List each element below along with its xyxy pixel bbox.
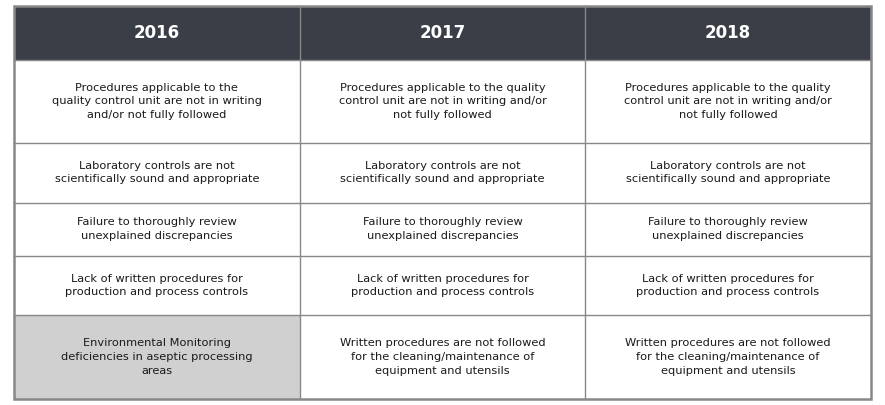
Text: Lack of written procedures for
production and process controls: Lack of written procedures for productio… (65, 274, 249, 297)
Bar (585, 256, 871, 315)
Bar (14, 256, 300, 315)
Text: 2017: 2017 (419, 24, 466, 42)
Bar (300, 202, 585, 256)
Text: Written procedures are not followed
for the cleaning/maintenance of
equipment an: Written procedures are not followed for … (340, 338, 545, 375)
Text: Failure to thoroughly review
unexplained discrepancies: Failure to thoroughly review unexplained… (77, 217, 237, 241)
Text: Laboratory controls are not
scientifically sound and appropriate: Laboratory controls are not scientifical… (340, 161, 544, 184)
Bar (14, 143, 300, 202)
Text: Failure to thoroughly review
unexplained discrepancies: Failure to thoroughly review unexplained… (648, 217, 808, 241)
Text: 2018: 2018 (705, 24, 751, 42)
Bar (300, 256, 585, 315)
Text: Failure to thoroughly review
unexplained discrepancies: Failure to thoroughly review unexplained… (363, 217, 522, 241)
Bar (585, 6, 871, 60)
Bar (585, 60, 871, 143)
Text: Written procedures are not followed
for the cleaning/maintenance of
equipment an: Written procedures are not followed for … (625, 338, 831, 375)
Bar (585, 315, 871, 399)
Bar (300, 143, 585, 202)
Text: Environmental Monitoring
deficiencies in aseptic processing
areas: Environmental Monitoring deficiencies in… (61, 338, 253, 375)
Bar (300, 60, 585, 143)
Text: 2016: 2016 (134, 24, 180, 42)
Text: Laboratory controls are not
scientifically sound and appropriate: Laboratory controls are not scientifical… (55, 161, 259, 184)
Text: Laboratory controls are not
scientifically sound and appropriate: Laboratory controls are not scientifical… (626, 161, 830, 184)
Text: Procedures applicable to the quality
control unit are not in writing and/or
not : Procedures applicable to the quality con… (339, 83, 546, 120)
Text: Procedures applicable to the
quality control unit are not in writing
and/or not : Procedures applicable to the quality con… (52, 83, 262, 120)
Bar (14, 60, 300, 143)
Bar (585, 143, 871, 202)
Text: Lack of written procedures for
production and process controls: Lack of written procedures for productio… (350, 274, 534, 297)
Bar (300, 315, 585, 399)
Text: Lack of written procedures for
production and process controls: Lack of written procedures for productio… (636, 274, 820, 297)
Bar (585, 202, 871, 256)
Bar (300, 6, 585, 60)
Bar (14, 315, 300, 399)
Bar (14, 6, 300, 60)
Bar (14, 202, 300, 256)
Text: Procedures applicable to the quality
control unit are not in writing and/or
not : Procedures applicable to the quality con… (624, 83, 832, 120)
